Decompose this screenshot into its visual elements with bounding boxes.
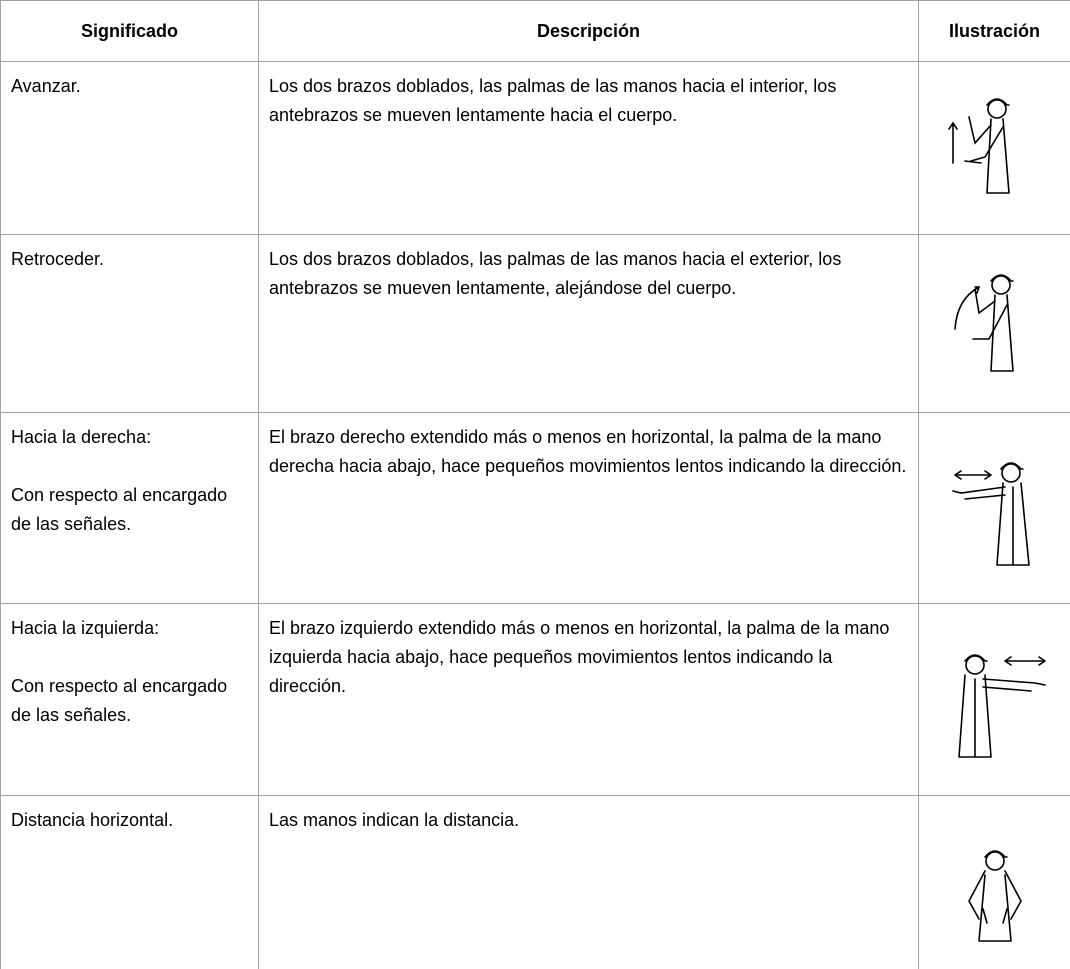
illustration-cell bbox=[918, 603, 1070, 796]
table-body: Avanzar. Los dos brazos doblados, las pal… bbox=[0, 61, 1070, 969]
table-row: Hacia la derecha: Con respecto al encarga… bbox=[0, 412, 1070, 604]
meaning-cell: Avanzar. bbox=[0, 61, 259, 235]
meaning-cell: Hacia la derecha: Con respecto al encarga… bbox=[0, 412, 259, 604]
signal-illustration bbox=[951, 462, 1030, 566]
description-text: Los dos brazos doblados, las palmas de l… bbox=[269, 76, 837, 125]
table-row: Retroceder. Los dos brazos doblados, las … bbox=[0, 234, 1070, 413]
signal-illustration bbox=[957, 653, 1046, 758]
description-cell: El brazo derecho extendido más o menos e… bbox=[258, 412, 919, 604]
meaning-text: Hacia la derecha: bbox=[11, 427, 152, 447]
illustration-cell bbox=[918, 412, 1070, 604]
description-cell: Los dos brazos doblados, las palmas de l… bbox=[258, 61, 919, 235]
signal-illustration bbox=[953, 273, 1014, 372]
table-row: Distancia horizontal. Las manos indican l… bbox=[0, 795, 1070, 969]
signal-illustration bbox=[967, 849, 1022, 942]
description-text: Las manos indican la distancia. bbox=[269, 810, 520, 830]
illustration-cell bbox=[918, 795, 1070, 969]
description-text: El brazo izquierdo extendido más o menos… bbox=[269, 618, 890, 696]
description-cell: Los dos brazos doblados, las palmas de l… bbox=[258, 234, 919, 413]
meaning-text: Distancia horizontal. bbox=[11, 810, 174, 830]
meaning-cell: Retroceder. bbox=[0, 234, 259, 413]
illustration-cell bbox=[918, 234, 1070, 413]
header-cell: Descripción bbox=[258, 0, 919, 62]
illustration-cell bbox=[918, 61, 1070, 235]
description-text: Los dos brazos doblados, las palmas de l… bbox=[269, 249, 842, 298]
meaning-cell: Hacia la izquierda: Con respecto al encar… bbox=[0, 603, 259, 796]
meaning-text: Con respecto al encargado de las señales… bbox=[11, 676, 228, 725]
meaning-text: Con respecto al encargado de las señales… bbox=[11, 485, 228, 534]
header-cell: Ilustración bbox=[918, 0, 1070, 62]
header-cell: Significado bbox=[0, 0, 259, 62]
description-cell: El brazo izquierdo extendido más o menos… bbox=[258, 603, 919, 796]
header-row: Significado Descripción Ilustración bbox=[0, 0, 1070, 62]
meaning-text: Avanzar. bbox=[11, 76, 81, 96]
signal-illustration bbox=[947, 98, 1010, 194]
meaning-text: Hacia la izquierda: bbox=[11, 618, 160, 638]
table-row: Avanzar. Los dos brazos doblados, las pal… bbox=[0, 61, 1070, 235]
meaning-text: Retroceder. bbox=[11, 249, 105, 269]
description-cell: Las manos indican la distancia. bbox=[258, 795, 919, 969]
description-text: El brazo derecho extendido más o menos e… bbox=[269, 427, 907, 476]
meaning-cell: Distancia horizontal. bbox=[0, 795, 259, 969]
table-row: Hacia la izquierda: Con respecto al encar… bbox=[0, 603, 1070, 796]
